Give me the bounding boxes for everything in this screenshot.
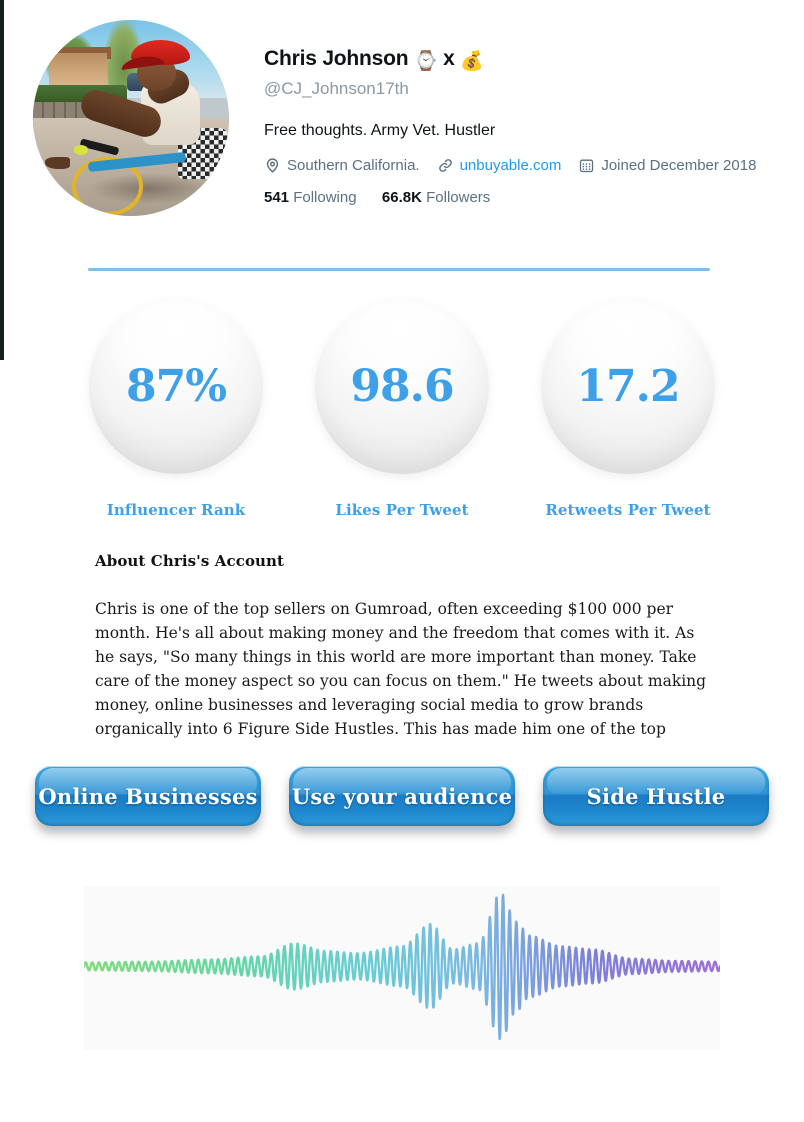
- topic-button-side-hustle[interactable]: Side Hustle: [543, 766, 769, 826]
- display-name-text: Chris Johnson: [264, 47, 409, 70]
- avatar-photo: [33, 20, 229, 216]
- about-text: Chris is one of the top sellers on Gumro…: [95, 600, 707, 738]
- stat-label: Retweets Per Tweet: [545, 501, 711, 519]
- name-x-separator: x: [443, 47, 455, 70]
- stat-circle: 98.6: [315, 300, 489, 474]
- stat-retweets-per-tweet: 17.2 Retweets Per Tweet: [541, 300, 715, 519]
- stat-value: 98.6: [350, 361, 454, 412]
- stat-likes-per-tweet: 98.6 Likes Per Tweet: [315, 300, 489, 519]
- topic-button-online-businesses[interactable]: Online Businesses: [35, 766, 261, 826]
- following-label[interactable]: Following: [293, 189, 357, 206]
- website-link[interactable]: unbuyable.com: [459, 157, 562, 174]
- profile-meta-row: Southern California. unbuyable.com: [264, 157, 784, 174]
- topic-buttons-row: Online Businesses Use your audience Side…: [0, 766, 804, 826]
- stat-value: 87%: [125, 361, 227, 412]
- profile-details: Chris Johnson ⌚ x 💰 @CJ_Johnson17th Free…: [264, 46, 784, 206]
- about-title: About Chris's Account: [95, 552, 285, 570]
- stat-influencer-rank: 87% Influencer Rank: [89, 300, 263, 519]
- profile-display-name: Chris Johnson ⌚ x 💰: [264, 46, 784, 75]
- left-edge-strip: [0, 0, 4, 360]
- stat-circle: 87%: [89, 300, 263, 474]
- location-pin-icon: [264, 157, 281, 174]
- profile-handle: @CJ_Johnson17th: [264, 79, 409, 98]
- activity-waveform-chart: [84, 893, 720, 1041]
- stat-circle: 17.2: [541, 300, 715, 474]
- followers-label[interactable]: Followers: [426, 189, 491, 206]
- waveform-path: [84, 893, 720, 1041]
- topic-button-use-your-audience[interactable]: Use your audience: [289, 766, 515, 826]
- stat-label: Influencer Rank: [106, 501, 246, 519]
- location-text: Southern California.: [287, 157, 420, 174]
- activity-waveform-panel: [84, 886, 720, 1050]
- section-divider: [88, 268, 710, 271]
- watch-emoji-icon: ⌚: [414, 51, 438, 72]
- stat-value: 17.2: [576, 361, 680, 412]
- profile-joined: Joined December 2018: [578, 157, 756, 174]
- money-bag-emoji-icon: 💰: [460, 51, 484, 72]
- profile-header: Chris Johnson ⌚ x 💰 @CJ_Johnson17th Free…: [0, 0, 804, 232]
- profile-follow-stats: 541 Following 66.8K Followers: [264, 189, 784, 206]
- calendar-icon: [578, 157, 595, 174]
- profile-location: Southern California.: [264, 157, 420, 174]
- stats-row: 87% Influencer Rank 98.6 Likes Per Tweet…: [0, 300, 804, 519]
- avatar[interactable]: [33, 20, 229, 216]
- profile-bio: Free thoughts. Army Vet. Hustler: [264, 122, 496, 139]
- stat-label: Likes Per Tweet: [335, 501, 469, 519]
- topic-button-label: Side Hustle: [586, 783, 726, 809]
- about-section: About Chris's Account Chris is one of th…: [95, 552, 715, 741]
- profile-website[interactable]: unbuyable.com: [437, 157, 562, 174]
- link-chain-icon: [437, 157, 454, 174]
- following-count[interactable]: 541: [264, 189, 290, 206]
- followers-count[interactable]: 66.8K: [381, 189, 422, 206]
- topic-button-label: Online Businesses: [38, 783, 258, 809]
- joined-text: Joined December 2018: [601, 157, 757, 174]
- topic-button-label: Use your audience: [291, 783, 513, 809]
